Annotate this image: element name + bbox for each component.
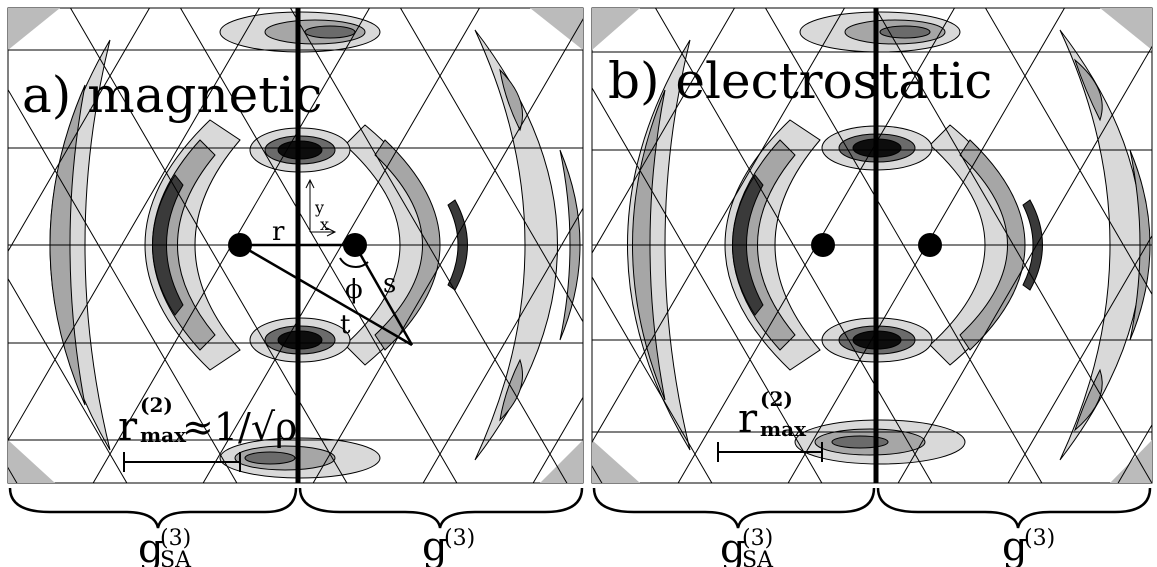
svg-text:g: g — [1002, 524, 1028, 567]
axis-y-label: y — [314, 198, 324, 217]
label-t: t — [340, 310, 351, 340]
rmax-scale-bar — [717, 442, 823, 462]
corner-shade — [8, 440, 55, 483]
brace-right — [298, 487, 584, 529]
outer-arc-right — [1059, 29, 1151, 461]
svg-text:g: g — [138, 526, 164, 567]
svg-text:(3): (3) — [742, 526, 773, 551]
panel-title: a) magnetic — [22, 66, 322, 124]
inner-crescent-right — [344, 124, 468, 366]
svg-text:SA: SA — [160, 548, 192, 567]
svg-text:≈1/√ρ: ≈1/√ρ — [182, 405, 297, 449]
rmax-label: r (2) max ≈1/√ρ — [118, 393, 297, 450]
svg-text:max: max — [760, 417, 807, 441]
rmax-label: r (2) max — [738, 387, 807, 442]
phi-angle-arc — [339, 257, 369, 268]
panel-title: b) electrostatic — [608, 52, 992, 110]
label-g3-sa: g (3) SA — [138, 526, 192, 567]
rmax-scale-bar — [123, 452, 241, 472]
inner-crescent-right — [929, 124, 1043, 366]
corner-shade — [1100, 8, 1152, 50]
svg-text:(3): (3) — [160, 526, 191, 551]
svg-text:max: max — [140, 423, 187, 447]
svg-text:(3): (3) — [444, 526, 475, 551]
svg-text:(3): (3) — [1024, 526, 1055, 551]
svg-text:g: g — [720, 526, 746, 567]
lattice-lines — [592, 8, 1152, 483]
svg-text:r: r — [118, 404, 138, 450]
label-g3-sa: g (3) SA — [720, 526, 774, 567]
svg-text:(2): (2) — [760, 387, 793, 411]
corner-shade — [592, 8, 640, 50]
axes-indicator — [305, 178, 337, 237]
label-phi: ϕ — [345, 275, 363, 305]
particle-left — [811, 233, 835, 257]
brace-left — [8, 487, 298, 529]
brace-left — [592, 487, 876, 529]
panel-magnetic: a) magnetic r s t ϕ y x r (2) max ≈1/√ρ … — [7, 7, 584, 567]
svg-text:(2): (2) — [140, 393, 173, 417]
svg-text:g: g — [422, 524, 448, 567]
label-g3: g (3) — [422, 524, 475, 567]
lattice-lines — [8, 8, 583, 483]
corner-shade — [592, 440, 640, 483]
outer-arc-right — [474, 29, 581, 461]
outer-peak-bottom — [794, 419, 966, 465]
svg-text:r: r — [738, 396, 758, 442]
svg-text:SA: SA — [742, 548, 774, 567]
brace-right — [876, 487, 1152, 529]
particle-right — [343, 233, 367, 257]
particle-left — [228, 233, 252, 257]
particle-right — [918, 233, 942, 257]
outer-peak-top — [799, 11, 961, 53]
axis-x-label: x — [320, 215, 329, 234]
label-s: s — [383, 269, 396, 299]
corner-shade — [540, 440, 583, 483]
corner-shade — [530, 8, 583, 50]
label-g3: g (3) — [1002, 524, 1055, 567]
label-r: r — [272, 217, 285, 247]
panel-electrostatic: b) electrostatic r (2) max g (3) SA g (3… — [591, 7, 1153, 567]
corner-shade — [8, 8, 60, 50]
